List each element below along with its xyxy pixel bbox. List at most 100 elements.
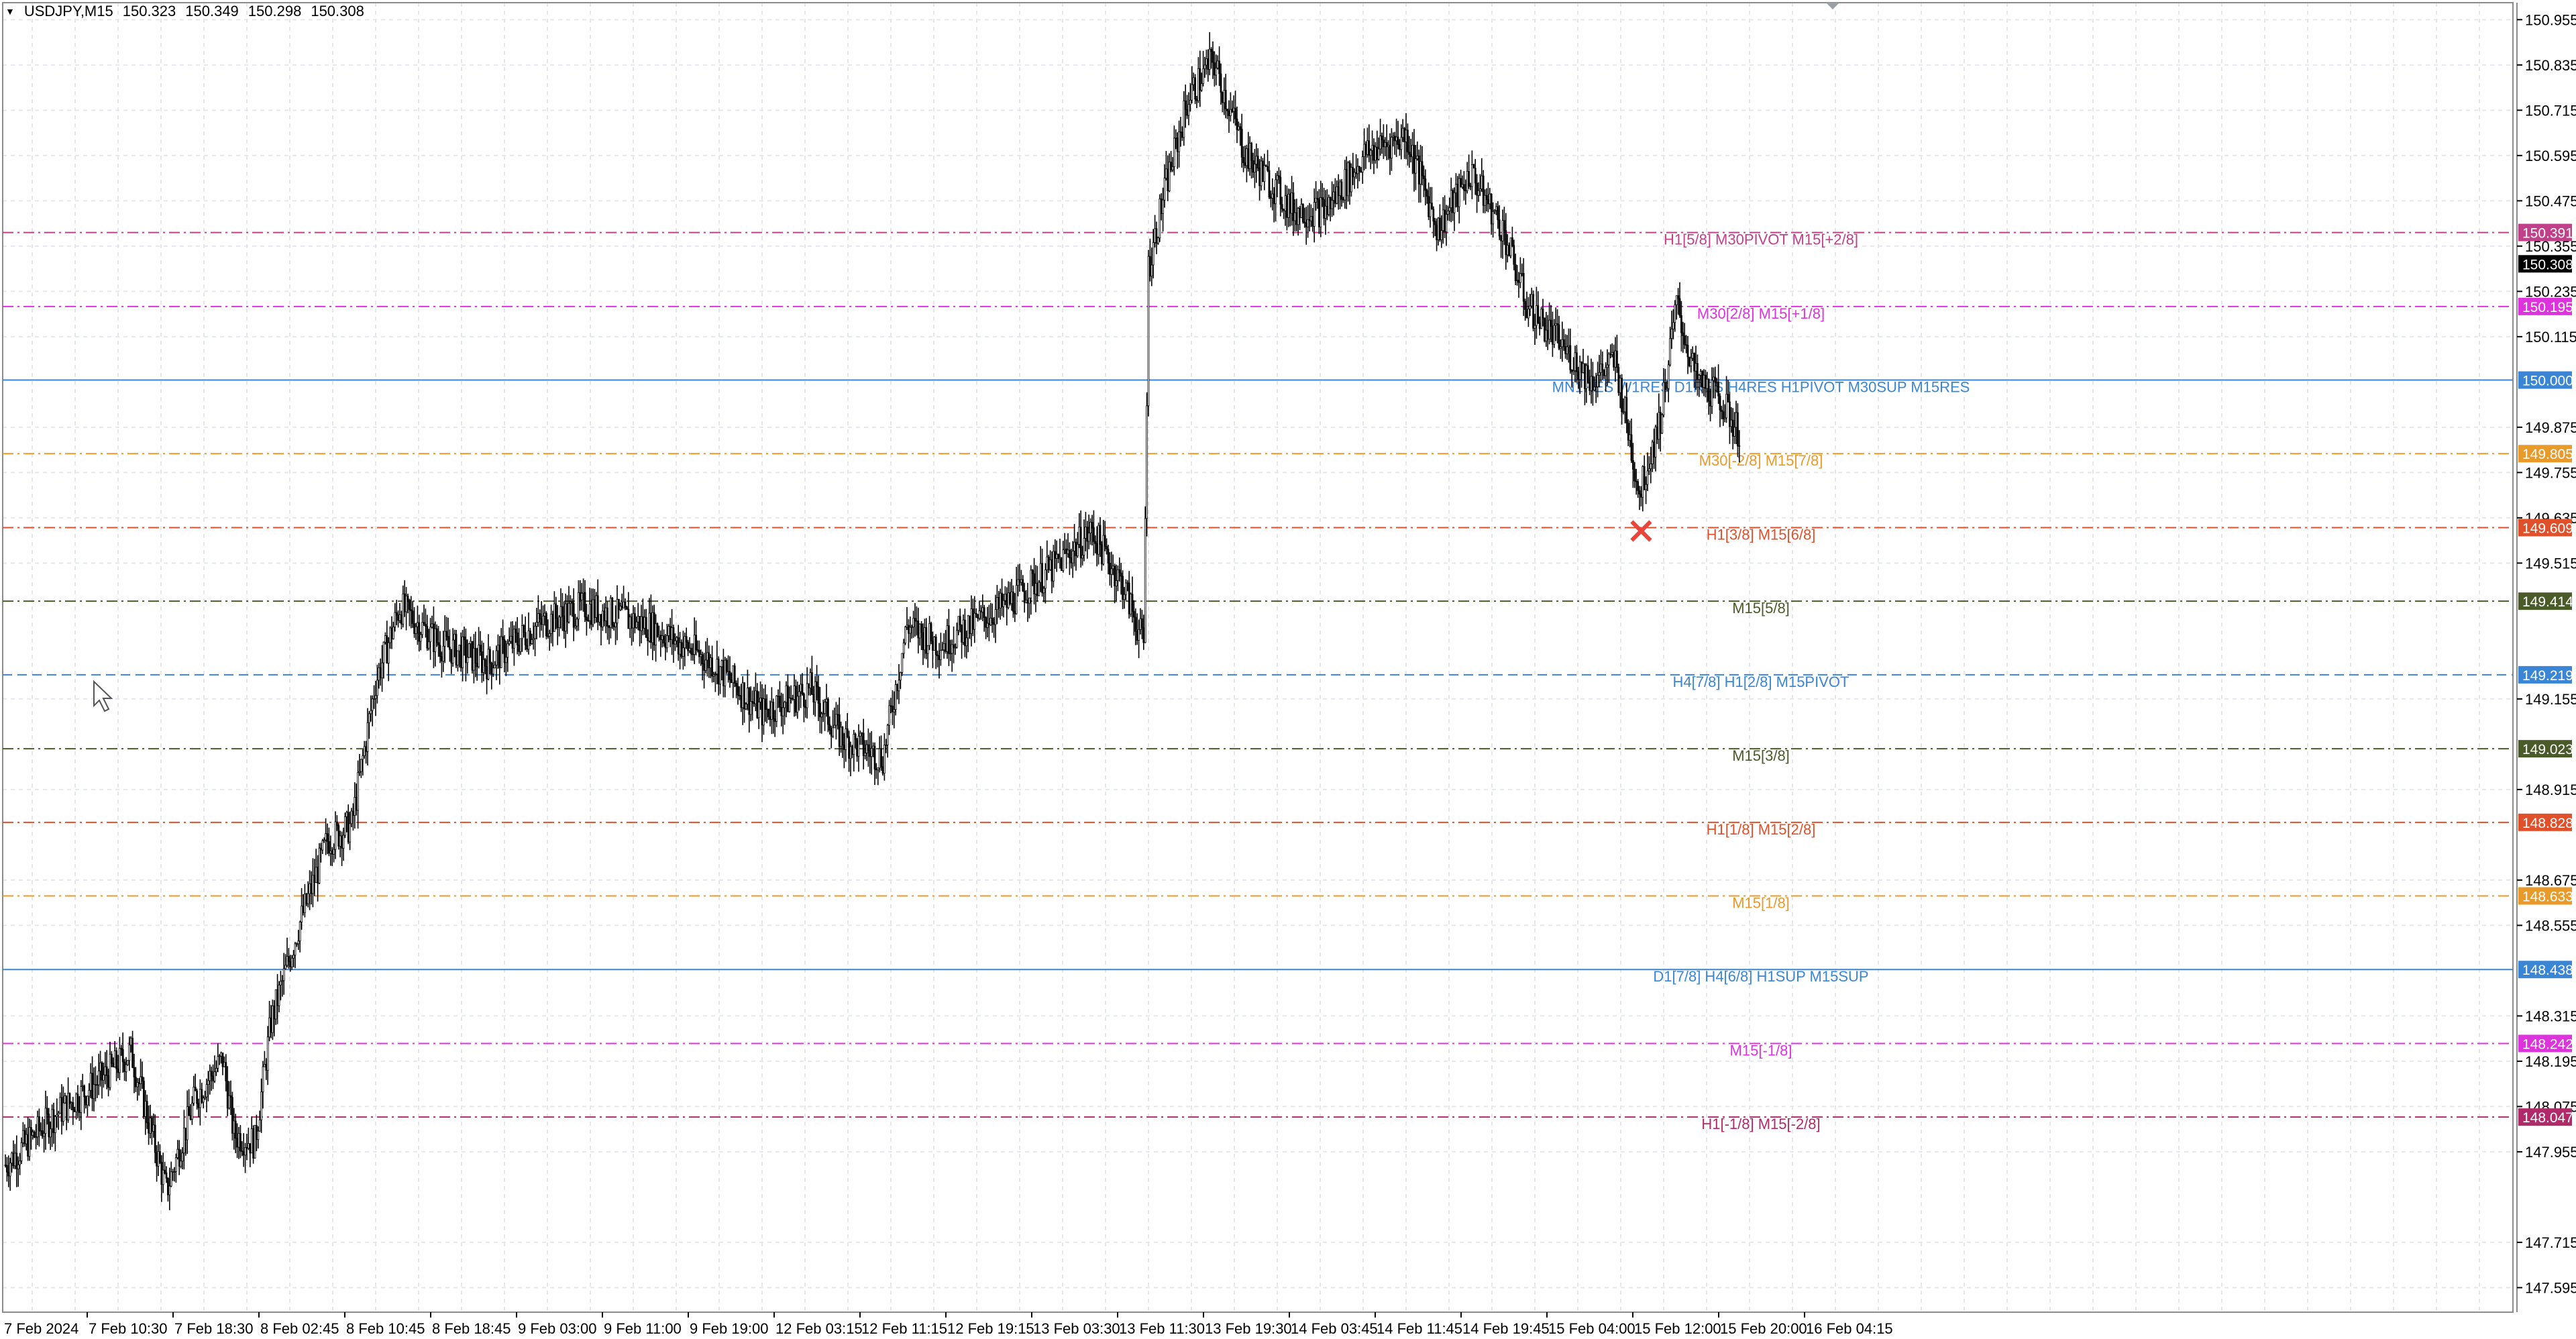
candle-body bbox=[1409, 154, 1412, 158]
candle-body bbox=[1570, 369, 1573, 372]
candle-body bbox=[1268, 170, 1271, 198]
candle-body bbox=[755, 690, 757, 704]
candle-body bbox=[352, 810, 354, 816]
candle-body bbox=[725, 659, 728, 672]
candle-body bbox=[129, 1038, 132, 1046]
candle-body bbox=[228, 1095, 231, 1109]
candle-body bbox=[86, 1095, 89, 1106]
candle-body bbox=[1735, 412, 1737, 428]
candle-body bbox=[1542, 309, 1544, 319]
candle-body bbox=[1089, 521, 1091, 534]
candle-body bbox=[656, 623, 659, 637]
triangle-down-icon[interactable]: ▼ bbox=[5, 6, 15, 17]
candle-body bbox=[1331, 200, 1333, 209]
candle-body bbox=[1154, 228, 1156, 243]
candle-body bbox=[15, 1153, 18, 1169]
candle-body bbox=[1067, 549, 1069, 554]
candle-body bbox=[242, 1151, 245, 1156]
candle-body bbox=[1214, 62, 1216, 76]
candle-body bbox=[872, 745, 874, 749]
candle-body bbox=[1339, 181, 1341, 196]
candle-body bbox=[4, 1165, 7, 1167]
candle-body bbox=[1302, 204, 1304, 223]
candle-body bbox=[182, 1128, 185, 1154]
candle-body bbox=[25, 1134, 28, 1144]
candle-body bbox=[317, 867, 319, 883]
symbol-label: USDJPY,M15 bbox=[23, 3, 113, 19]
candle-body bbox=[1131, 594, 1134, 612]
candle-body bbox=[832, 727, 834, 737]
candle-body bbox=[486, 666, 488, 680]
candle-body bbox=[740, 695, 743, 708]
candle-body bbox=[1379, 136, 1382, 150]
candle-body bbox=[72, 1102, 74, 1111]
candle-body bbox=[1352, 167, 1354, 178]
candle-body bbox=[67, 1093, 69, 1121]
candle-body bbox=[904, 627, 906, 643]
candle-body bbox=[218, 1055, 221, 1057]
candle-body bbox=[999, 592, 1002, 608]
candle-body bbox=[792, 698, 794, 700]
candle-body bbox=[732, 665, 735, 684]
candle-body bbox=[604, 607, 607, 621]
candle-body bbox=[1353, 172, 1356, 178]
candle-body bbox=[442, 645, 445, 662]
candle-body bbox=[1653, 441, 1656, 458]
pivot-level-label: M15[-1/8] bbox=[1730, 1042, 1792, 1059]
candle-body bbox=[164, 1169, 166, 1173]
chart-shift-icon[interactable] bbox=[1826, 3, 1839, 9]
candle-body bbox=[566, 603, 568, 623]
candle-body bbox=[965, 637, 968, 647]
candle-body bbox=[1318, 199, 1320, 227]
candle-body bbox=[1118, 569, 1121, 574]
candle-body bbox=[101, 1062, 103, 1081]
candle-body bbox=[197, 1103, 200, 1108]
candle-body bbox=[503, 639, 506, 663]
candle-body bbox=[1444, 209, 1446, 233]
candle-body bbox=[1704, 374, 1707, 389]
candle-body bbox=[62, 1102, 64, 1122]
candle-body bbox=[186, 1106, 189, 1140]
candle-body bbox=[954, 647, 957, 649]
candle-body bbox=[1398, 144, 1401, 150]
candle-body bbox=[381, 662, 383, 679]
candle-body bbox=[370, 710, 372, 714]
candle-body bbox=[1215, 67, 1218, 76]
candle-body bbox=[956, 630, 958, 648]
candle-body bbox=[510, 635, 512, 642]
candle-body bbox=[1406, 129, 1409, 153]
candle-body bbox=[450, 649, 453, 663]
candle-body bbox=[400, 614, 402, 625]
candle-body bbox=[1323, 199, 1325, 219]
candle-body bbox=[490, 662, 493, 675]
candle-body bbox=[1452, 190, 1454, 213]
candle-body bbox=[13, 1153, 16, 1167]
candle-body bbox=[1664, 382, 1666, 390]
pivot-price-tag bbox=[2518, 592, 2572, 610]
candle-body bbox=[160, 1162, 163, 1185]
candle-body bbox=[857, 735, 860, 757]
candle-body bbox=[1503, 220, 1505, 231]
candle-body bbox=[986, 623, 989, 628]
candle-body bbox=[1696, 363, 1699, 380]
candle-body bbox=[1382, 140, 1385, 148]
candle-body bbox=[838, 714, 841, 747]
candle-body bbox=[1695, 363, 1697, 372]
candle-body bbox=[916, 621, 918, 623]
candle-body bbox=[1075, 541, 1077, 557]
candle-body bbox=[46, 1108, 48, 1115]
candle-body bbox=[1513, 245, 1515, 265]
candle-body bbox=[374, 695, 377, 699]
candle-body bbox=[827, 698, 829, 725]
candle-body bbox=[329, 850, 332, 854]
candle-body bbox=[902, 643, 905, 654]
candle-body bbox=[1699, 371, 1702, 376]
candle-body bbox=[1497, 206, 1499, 221]
candle-body bbox=[1437, 217, 1440, 240]
candle-body bbox=[1430, 203, 1433, 210]
candle-body bbox=[262, 1066, 264, 1093]
price-axis-label: 149.515 bbox=[2525, 555, 2576, 572]
candle-body bbox=[1222, 92, 1224, 103]
